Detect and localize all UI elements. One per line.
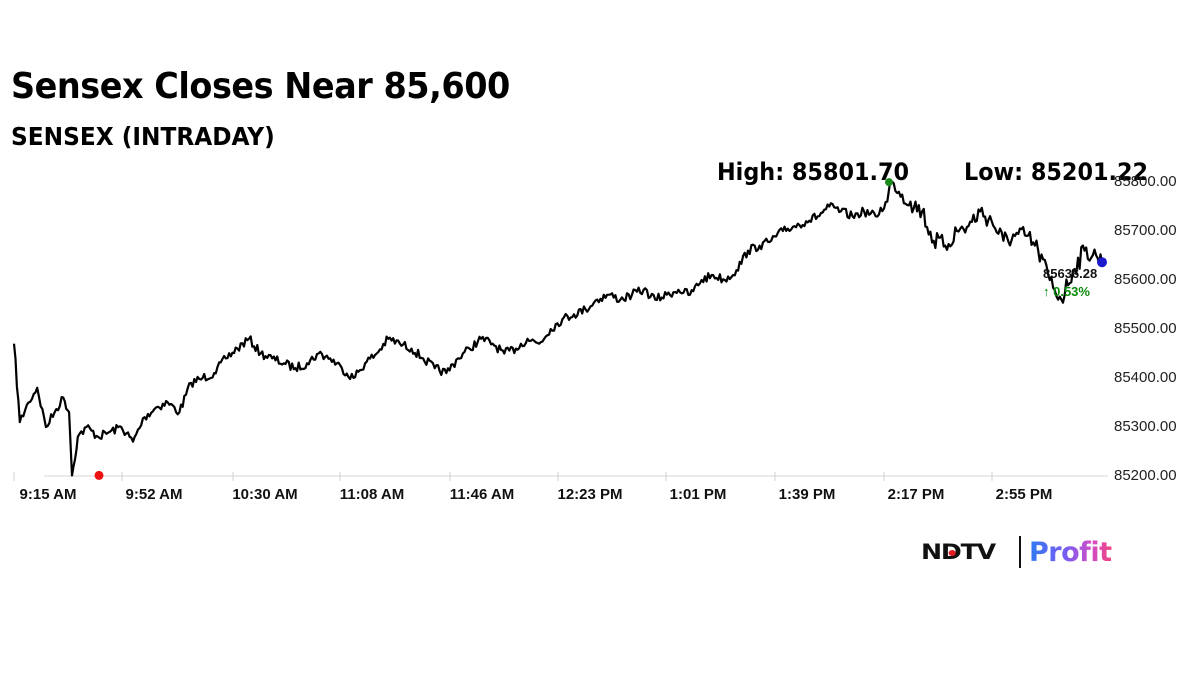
logo-divider xyxy=(1019,536,1021,568)
y-tick-label: 85200.00 xyxy=(1114,467,1177,484)
x-tick-label: 1:01 PM xyxy=(669,486,727,503)
x-axis-ticks xyxy=(13,472,993,481)
ndtv-profit-logo: NDTV Profit xyxy=(921,534,1112,570)
y-tick-label: 85400.00 xyxy=(1114,369,1177,386)
y-tick-label: 85800.00 xyxy=(1114,173,1177,190)
y-tick-label: 85500.00 xyxy=(1114,320,1177,337)
low-marker xyxy=(94,470,104,480)
x-tick-label: 2:55 PM xyxy=(995,486,1053,503)
x-tick-label: 11:46 AM xyxy=(449,486,515,503)
page-title: Sensex Closes Near 85,600 xyxy=(11,66,510,107)
y-tick-label: 85600.00 xyxy=(1114,271,1177,288)
low-label: Low: 85201.22 xyxy=(964,158,1149,186)
ndtv-wordmark: NDTV xyxy=(921,540,996,564)
x-tick-label: 2:17 PM xyxy=(887,486,945,503)
high-marker xyxy=(885,178,893,187)
x-tick-label: 10:30 AM xyxy=(232,486,298,503)
high-label: High: 85801.70 xyxy=(717,158,910,186)
price-change: ↑ 0.53% xyxy=(1043,284,1090,299)
x-tick-label: 11:08 AM xyxy=(339,486,405,503)
red-dot-icon xyxy=(948,550,956,556)
profit-wordmark: Profit xyxy=(1029,536,1112,568)
x-tick-label: 1:39 PM xyxy=(778,486,836,503)
price-line xyxy=(12,180,1104,477)
x-tick-label: 12:23 PM xyxy=(557,486,623,503)
last-price: 85636.28 xyxy=(1043,266,1098,281)
x-tick-label: 9:15 AM xyxy=(19,486,77,503)
y-tick-label: 85700.00 xyxy=(1114,222,1177,239)
x-tick-label: 9:52 AM xyxy=(125,486,183,503)
last-marker xyxy=(1097,257,1107,268)
chart-subtitle: SENSEX (INTRADAY) xyxy=(11,122,275,151)
y-tick-label: 85300.00 xyxy=(1114,418,1177,435)
